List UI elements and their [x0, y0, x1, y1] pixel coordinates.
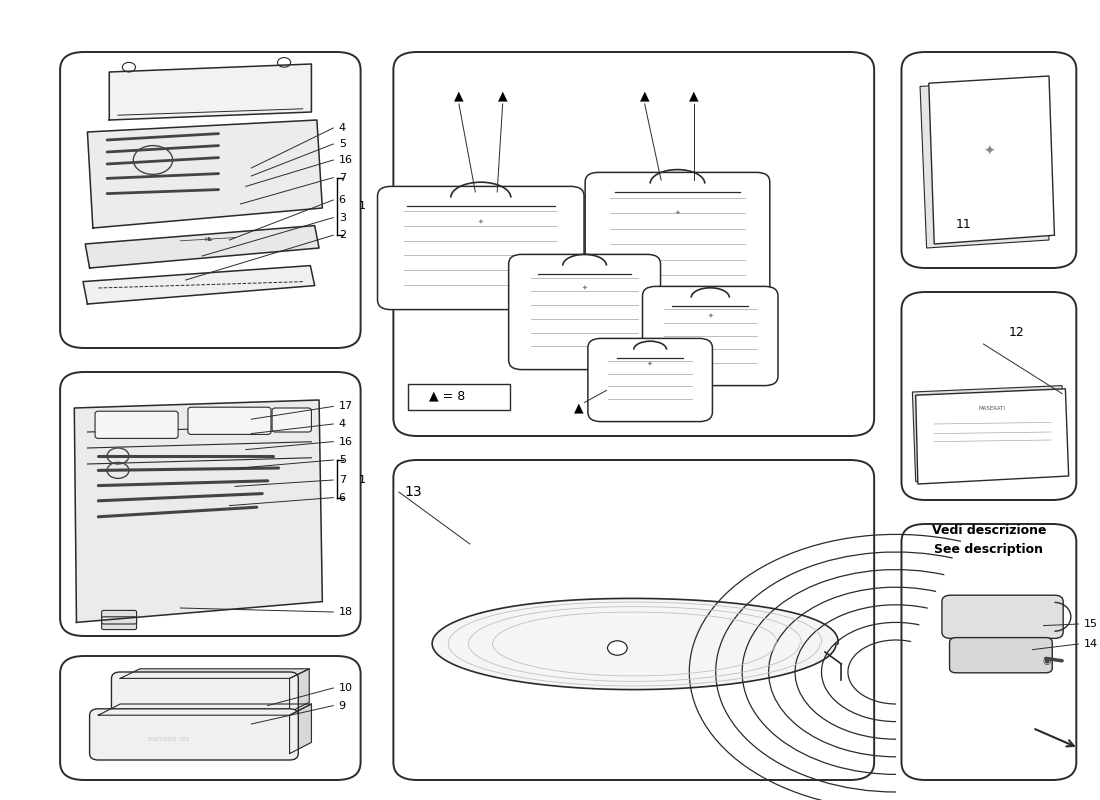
Text: 12: 12 — [1009, 326, 1024, 338]
Polygon shape — [109, 64, 311, 120]
Text: Vedi descrizione
See description: Vedi descrizione See description — [932, 525, 1046, 555]
Text: 16: 16 — [339, 155, 353, 165]
Text: 7: 7 — [339, 475, 345, 485]
Text: 13: 13 — [405, 485, 422, 499]
Polygon shape — [98, 704, 311, 715]
Polygon shape — [289, 704, 311, 754]
Text: ✦: ✦ — [983, 145, 994, 159]
Polygon shape — [432, 598, 838, 690]
Text: 1: 1 — [359, 475, 365, 485]
Text: ❧: ❧ — [202, 235, 212, 245]
FancyBboxPatch shape — [60, 52, 361, 348]
FancyBboxPatch shape — [642, 286, 778, 386]
FancyBboxPatch shape — [89, 709, 298, 760]
Text: 9: 9 — [339, 701, 345, 710]
Polygon shape — [75, 400, 322, 622]
Polygon shape — [82, 266, 315, 304]
FancyBboxPatch shape — [272, 408, 311, 432]
Text: eurospa res: eurospa res — [146, 206, 270, 226]
FancyBboxPatch shape — [585, 172, 770, 316]
FancyBboxPatch shape — [111, 672, 298, 718]
Text: 3: 3 — [339, 213, 345, 222]
FancyBboxPatch shape — [949, 638, 1053, 673]
FancyBboxPatch shape — [394, 460, 874, 780]
FancyBboxPatch shape — [508, 254, 660, 370]
Text: eurospa res: eurospa res — [572, 270, 695, 290]
FancyBboxPatch shape — [60, 656, 361, 780]
Text: 5: 5 — [339, 455, 345, 465]
Polygon shape — [920, 80, 1049, 248]
Text: ✦: ✦ — [674, 210, 681, 216]
Text: 6: 6 — [339, 493, 345, 502]
Text: eurospa res: eurospa res — [147, 736, 189, 742]
Polygon shape — [289, 669, 309, 712]
Text: 11: 11 — [956, 218, 971, 230]
Polygon shape — [915, 389, 1069, 484]
Text: eurospa res: eurospa res — [146, 494, 270, 514]
Text: eurospa res: eurospa res — [927, 670, 1050, 690]
FancyBboxPatch shape — [101, 617, 136, 624]
Text: eurospa res: eurospa res — [146, 710, 270, 730]
Text: ▲ = 8: ▲ = 8 — [429, 390, 465, 402]
Text: 2: 2 — [339, 230, 345, 240]
Text: ✦: ✦ — [647, 361, 653, 367]
FancyBboxPatch shape — [188, 407, 271, 434]
Text: 14: 14 — [1084, 639, 1098, 649]
FancyBboxPatch shape — [902, 52, 1076, 268]
FancyBboxPatch shape — [60, 372, 361, 636]
FancyBboxPatch shape — [408, 384, 510, 410]
FancyBboxPatch shape — [942, 595, 1064, 638]
Text: 18: 18 — [339, 607, 353, 617]
Text: ▲: ▲ — [574, 402, 584, 414]
Text: ▲: ▲ — [454, 90, 464, 102]
Text: ▲: ▲ — [689, 90, 698, 102]
Text: ✦: ✦ — [707, 313, 713, 319]
Text: 6: 6 — [339, 195, 345, 205]
Text: ✦: ✦ — [477, 219, 484, 225]
Polygon shape — [928, 76, 1055, 244]
Text: 1: 1 — [359, 202, 365, 211]
Circle shape — [607, 641, 627, 655]
Polygon shape — [120, 669, 309, 678]
Text: ▲: ▲ — [640, 90, 649, 102]
FancyBboxPatch shape — [101, 610, 136, 630]
Polygon shape — [912, 386, 1066, 482]
Text: 4: 4 — [339, 123, 345, 133]
Text: 15: 15 — [1084, 619, 1098, 629]
Text: 7: 7 — [339, 173, 345, 182]
FancyBboxPatch shape — [587, 338, 713, 422]
Text: ◉: ◉ — [1043, 656, 1052, 666]
FancyBboxPatch shape — [95, 411, 178, 438]
FancyBboxPatch shape — [394, 52, 874, 436]
Text: MASERATI: MASERATI — [979, 406, 1005, 410]
FancyBboxPatch shape — [377, 186, 584, 310]
Text: 4: 4 — [339, 419, 345, 429]
Text: 17: 17 — [339, 402, 353, 411]
Text: ▲: ▲ — [498, 90, 507, 102]
Text: 16: 16 — [339, 437, 353, 446]
Text: eurospa res: eurospa res — [572, 630, 695, 650]
FancyBboxPatch shape — [902, 292, 1076, 500]
Text: 10: 10 — [339, 683, 353, 693]
Text: eurospa res: eurospa res — [927, 350, 1050, 370]
Text: 5: 5 — [339, 139, 345, 149]
Polygon shape — [85, 226, 319, 268]
Text: ✦: ✦ — [582, 285, 587, 291]
Polygon shape — [87, 120, 322, 228]
FancyBboxPatch shape — [902, 524, 1076, 780]
